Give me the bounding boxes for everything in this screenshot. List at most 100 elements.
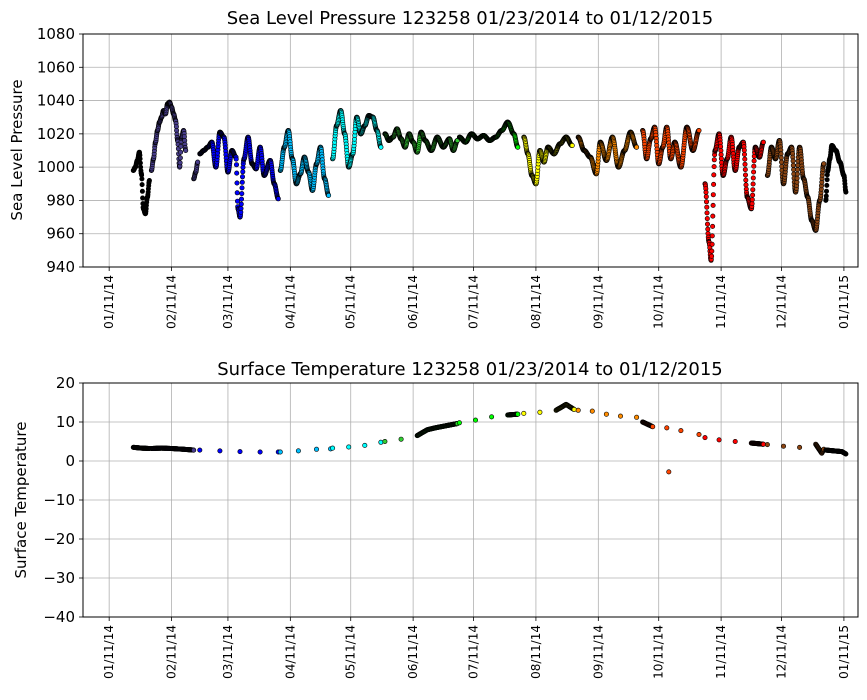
pressure-data-point: [234, 190, 240, 196]
temperature-data-point: [237, 449, 243, 455]
pressure-x-tick-label: 06/11/14: [406, 275, 420, 329]
temperature-data-point: [362, 442, 368, 448]
temperature-data-point: [664, 425, 670, 431]
pressure-data-point: [711, 164, 717, 170]
pressure-data-point: [178, 143, 184, 149]
temperature-data-point: [378, 439, 384, 445]
temperature-data-point: [456, 420, 462, 426]
pressure-x-tick-label: 08/11/14: [529, 275, 543, 329]
pressure-x-tick-label: 05/11/14: [344, 275, 358, 329]
pressure-data-point: [195, 159, 201, 165]
temperature-data-point: [603, 411, 609, 417]
temperature-data-point: [589, 408, 595, 414]
pressure-data-point: [137, 160, 143, 166]
pressure-data-point: [696, 128, 702, 134]
pressure-y-tick-label: 980: [46, 191, 75, 209]
pressure-data-point: [710, 213, 716, 219]
pressure-data-point: [234, 180, 240, 186]
pressure-data-point: [743, 182, 749, 188]
pressure-y-tick-label: 1000: [37, 158, 75, 176]
temperature-y-tick-label: −20: [43, 530, 75, 548]
pressure-data-point: [709, 233, 715, 239]
temperature-x-tick-label: 04/11/14: [283, 625, 297, 679]
pressure-data-point: [790, 162, 796, 168]
temperature-y-tick-label: −10: [43, 491, 75, 509]
pressure-y-tick-label: 960: [46, 225, 75, 243]
pressure-data-point: [704, 221, 710, 227]
temperature-chart-title: Surface Temperature 123258 01/23/2014 to…: [217, 359, 722, 380]
pressure-data-point: [139, 182, 145, 188]
pressure-data-point: [750, 187, 756, 193]
pressure-data-point: [239, 179, 245, 185]
pressure-x-tick-label: 03/11/14: [221, 275, 235, 329]
pressure-data-point: [703, 199, 709, 205]
temperature-data-point: [696, 431, 702, 437]
temperature-data-point: [780, 443, 786, 449]
pressure-x-tick-label: 09/11/14: [591, 275, 605, 329]
pressure-data-point: [760, 139, 766, 145]
pressure-data-point: [741, 147, 747, 153]
temperature-data-point: [257, 449, 263, 455]
temperature-x-tick-label: 01/11/14: [102, 625, 116, 679]
pressure-y-tick-label: 940: [46, 258, 75, 276]
temperature-data-point: [277, 449, 283, 455]
pressure-data-point: [634, 144, 640, 150]
pressure-data-point: [704, 216, 710, 222]
pressure-data-point: [140, 195, 146, 201]
temperature-x-tick-label: 11/11/14: [714, 625, 728, 679]
pressure-data-point: [742, 156, 748, 162]
pressure-y-tick-label: 1080: [37, 25, 75, 43]
pressure-data-point: [177, 160, 183, 166]
temperature-data-point: [398, 436, 404, 442]
temperature-data-point: [197, 447, 203, 453]
pressure-data-point: [139, 188, 145, 194]
temperature-data-point: [346, 444, 352, 450]
pressure-data-point: [794, 175, 800, 181]
pressure-grid: [83, 33, 858, 268]
temperature-x-tick-label: 01/11/15: [837, 625, 851, 679]
temperature-data-point: [843, 451, 849, 457]
pressure-data-point: [378, 144, 384, 150]
pressure-x-tick-label: 02/11/14: [165, 275, 179, 329]
pressure-y-tick-label: 1040: [37, 92, 75, 110]
temperature-data-point: [521, 410, 527, 416]
pressure-data-point: [234, 162, 240, 168]
temperature-data-point: [797, 444, 803, 450]
pressure-data-point: [233, 156, 239, 162]
pressure-data-point: [711, 157, 717, 163]
temperature-data-point: [575, 407, 581, 413]
pressure-data-point: [710, 223, 716, 229]
pressure-data-point: [824, 182, 830, 188]
pressure-data-point: [709, 253, 715, 259]
pressure-data-point: [794, 171, 800, 177]
temperature-data-point: [472, 417, 478, 423]
temperature-data-point: [571, 406, 577, 412]
pressure-points: [130, 99, 849, 263]
temperature-data-point: [515, 411, 521, 417]
pressure-data-point: [749, 197, 755, 203]
temperature-x-tick-label: 05/11/14: [344, 625, 358, 679]
temperature-data-point: [732, 438, 738, 444]
temperature-data-point: [191, 447, 197, 453]
pressure-data-point: [234, 170, 240, 176]
pressure-x-tick-label: 11/11/14: [714, 275, 728, 329]
pressure-chart-title: Sea Level Pressure 123258 01/23/2014 to …: [227, 8, 714, 29]
temperature-data-point: [716, 437, 722, 443]
temperature-data-point: [678, 428, 684, 434]
pressure-data-point: [238, 206, 244, 212]
pressure-data-point: [751, 163, 757, 169]
pressure-data-point: [778, 155, 784, 161]
pressure-data-point: [741, 151, 747, 157]
pressure-data-point: [326, 192, 332, 198]
pressure-data-point: [709, 248, 715, 254]
pressure-data-point: [239, 185, 245, 191]
temperature-y-tick-label: 0: [65, 452, 75, 470]
pressure-data-point: [569, 143, 575, 149]
pressure-data-point: [515, 144, 521, 150]
pressure-data-point: [709, 241, 715, 247]
pressure-chart: Sea Level Pressure 123258 01/23/2014 to …: [8, 8, 859, 329]
temperature-data-point: [295, 448, 301, 454]
pressure-data-point: [742, 161, 748, 167]
